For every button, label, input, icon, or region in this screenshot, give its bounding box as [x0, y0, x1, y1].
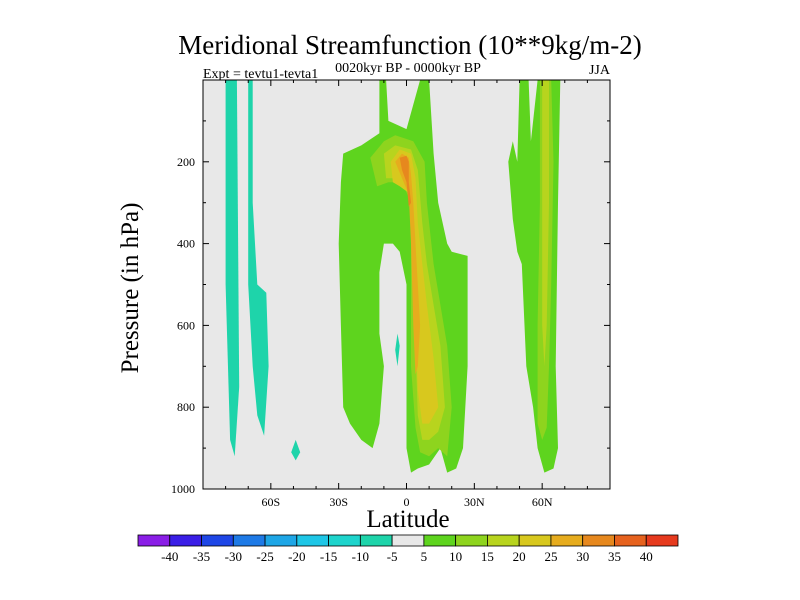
x-tick-label: 30N — [464, 495, 485, 509]
contour-region-sh-negative-band-2 — [248, 80, 269, 436]
colorbar-cell — [423, 534, 457, 547]
colorbar-label: -15 — [320, 549, 337, 564]
colorbar-label: -20 — [288, 549, 305, 564]
y-tick-label: 200 — [177, 155, 195, 169]
colorbar-cell — [391, 534, 425, 547]
colorbar-cell — [645, 534, 679, 547]
x-axis-label: Latitude — [366, 506, 449, 533]
contour-region-sh-negative-band — [225, 80, 240, 457]
colorbar-cell — [264, 534, 298, 547]
x-tick-label: 0 — [404, 495, 410, 509]
contour-region-eq-negative-blob — [395, 333, 400, 367]
colorbar-label: 5 — [421, 549, 428, 564]
chart-title: Meridional Streamfunction (10**9kg/m-2) — [178, 30, 641, 60]
experiment-label: Expt = tevtu1-tevta1 — [203, 67, 318, 82]
colorbar-cell — [455, 534, 488, 547]
colorbar-label: -40 — [161, 549, 178, 564]
colorbar-cell — [169, 534, 202, 547]
colorbar-label: -30 — [225, 549, 242, 564]
x-tick-label: 60S — [261, 495, 280, 509]
colorbar-label: 25 — [544, 549, 557, 564]
colorbar-label: 35 — [608, 549, 621, 564]
colorbar-label: -25 — [256, 549, 273, 564]
colorbar-label: 10 — [449, 549, 462, 564]
season-label: JJA — [589, 63, 611, 78]
x-tick-label: 60N — [532, 495, 553, 509]
colorbar-cell — [518, 534, 552, 547]
y-tick-label: 600 — [177, 318, 195, 332]
colorbar-cell — [232, 534, 266, 547]
colorbar-cell — [201, 534, 234, 547]
colorbar-cell — [550, 534, 584, 547]
colorbar-label: -35 — [193, 549, 210, 564]
plot-area — [202, 79, 611, 490]
y-tick-label: 1000 — [171, 482, 195, 496]
contour-region-central-25 — [395, 153, 421, 375]
y-tick-label: 400 — [177, 237, 195, 251]
colorbar: -40 -35 -30 -25 -20 -15 -10 -5 5 10 15 20 25 30 35 40 — [137, 534, 679, 564]
colorbar-label: -10 — [352, 549, 369, 564]
colorbar-cell — [296, 534, 329, 547]
colorbar-cell — [614, 534, 647, 547]
colorbar-cell — [582, 534, 615, 547]
colorbar-cell — [359, 534, 393, 547]
y-axis-label: Pressure (in hPa) — [117, 203, 144, 374]
chart-subtitle: 0020kyr BP - 0000kyr BP — [335, 61, 481, 76]
colorbar-label: 20 — [513, 549, 526, 564]
x-tick-label: 30S — [329, 495, 348, 509]
y-tick-label: 800 — [177, 400, 195, 414]
colorbar-label: 30 — [576, 549, 589, 564]
colorbar-label: 40 — [640, 549, 653, 564]
colorbar-label: 15 — [481, 549, 494, 564]
contour-region-central-20 — [390, 149, 439, 424]
x-axis-ticks: 60S 30S 0 30N 60N — [225, 80, 588, 509]
colorbar-cell — [137, 534, 171, 547]
contour-region-nh-jet-15 — [542, 80, 549, 367]
y-axis-ticks: 200 400 600 800 1000 — [171, 120, 610, 496]
contour-region-central-30 — [399, 155, 411, 207]
colorbar-cell — [487, 534, 520, 547]
contour-region-sh-negative-blob — [291, 439, 301, 461]
colorbar-label: -5 — [387, 549, 398, 564]
colorbar-cell — [328, 534, 361, 547]
